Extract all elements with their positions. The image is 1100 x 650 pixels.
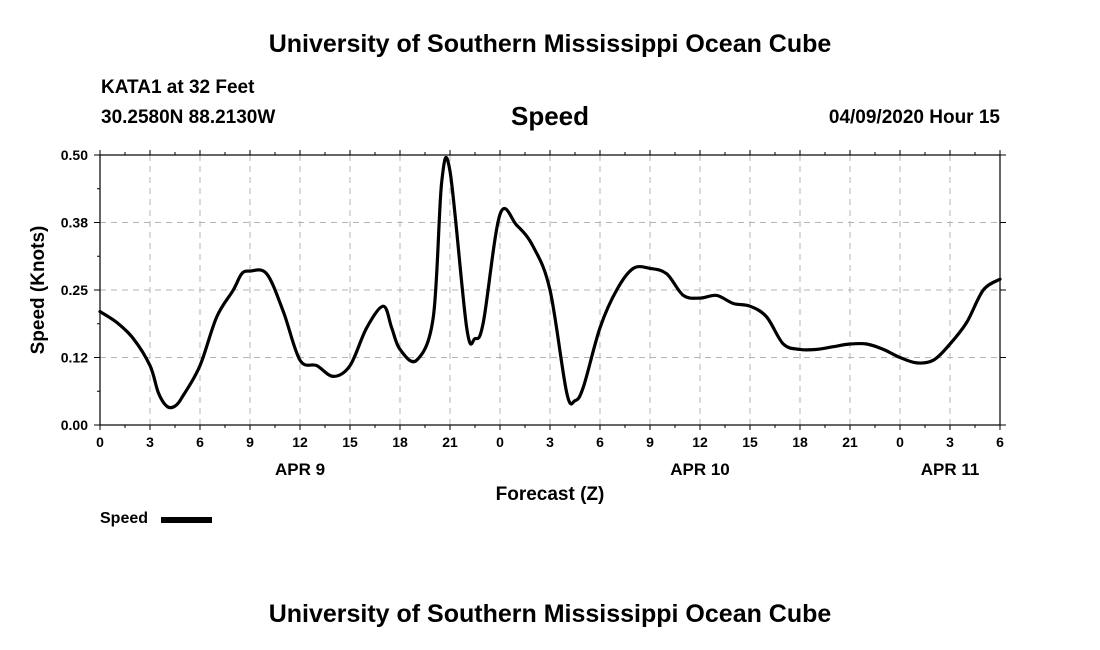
x-tick-label: 21: [842, 434, 858, 450]
x-tick-label: 0: [96, 434, 104, 450]
series: [98, 155, 1002, 410]
station-coordinates: 30.2580N 88.2130W: [101, 107, 276, 128]
x-tick-label: 3: [546, 434, 554, 450]
x-tick-label: 6: [596, 434, 604, 450]
forecast-issue-time: 04/09/2020 Hour 15: [828, 107, 1000, 128]
page-footer-title: University of Southern Mississippi Ocean…: [268, 600, 832, 628]
series-line-speed: [98, 155, 1002, 410]
x-axis-title: Forecast (Z): [496, 484, 605, 505]
y-tick-label: 0.12: [61, 350, 88, 366]
axes: [94, 150, 1006, 523]
x-tick-label: 15: [742, 434, 758, 450]
x-tick-label: 18: [392, 434, 408, 450]
legend-label: Speed: [100, 510, 149, 527]
x-tick-label: 3: [946, 434, 954, 450]
x-tick-label: 18: [792, 434, 808, 450]
x-tick-label: 12: [692, 434, 708, 450]
x-tick-label: 9: [646, 434, 654, 450]
y-tick-label: 0.50: [61, 147, 88, 163]
grid: [100, 155, 1000, 425]
y-axis-title: Speed (Knots): [28, 226, 49, 355]
axis-labels: 0.00 0.12 0.25 0.38 0.50 0 3 6 9 12 15 18 21 0 3 6 9 12 15…: [28, 147, 1004, 505]
x-tick-label: 0: [496, 434, 504, 450]
y-tick-label: 0.00: [61, 417, 88, 433]
x-tick-label: 6: [196, 434, 204, 450]
y-tick-label: 0.38: [61, 215, 88, 231]
x-tick-label: 12: [292, 434, 308, 450]
date-label: APR 11: [921, 460, 980, 479]
x-tick-label: 15: [342, 434, 358, 450]
y-tick-label: 0.25: [61, 282, 88, 298]
x-tick-label: 3: [146, 434, 154, 450]
date-label: APR 10: [670, 460, 730, 479]
station-label: KATA1 at 32 Feet: [101, 77, 255, 98]
date-label: APR 9: [275, 460, 325, 479]
page-title: University of Southern Mississippi Ocean…: [268, 30, 832, 58]
x-tick-label: 21: [442, 434, 458, 450]
x-tick-label: 9: [246, 434, 254, 450]
x-tick-label: 6: [996, 434, 1004, 450]
chart-title: Speed: [510, 101, 590, 131]
plot-frame: [99, 154, 1001, 426]
legend: Speed: [100, 510, 148, 528]
x-tick-label: 0: [896, 434, 904, 450]
